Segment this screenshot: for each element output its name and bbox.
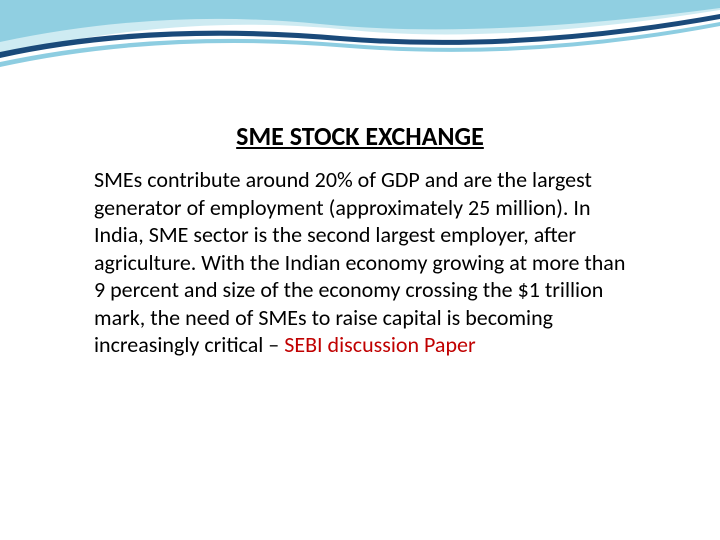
body-text-main: SMEs contribute around 20% of GDP and ar… — [94, 166, 625, 358]
slide-content: SME STOCK EXCHANGE SMEs contribute aroun… — [0, 0, 720, 359]
slide-title: SME STOCK EXCHANGE — [90, 120, 630, 152]
body-text-highlight: SEBI discussion Paper — [284, 331, 475, 358]
slide-body: SMEs contribute around 20% of GDP and ar… — [90, 166, 630, 359]
